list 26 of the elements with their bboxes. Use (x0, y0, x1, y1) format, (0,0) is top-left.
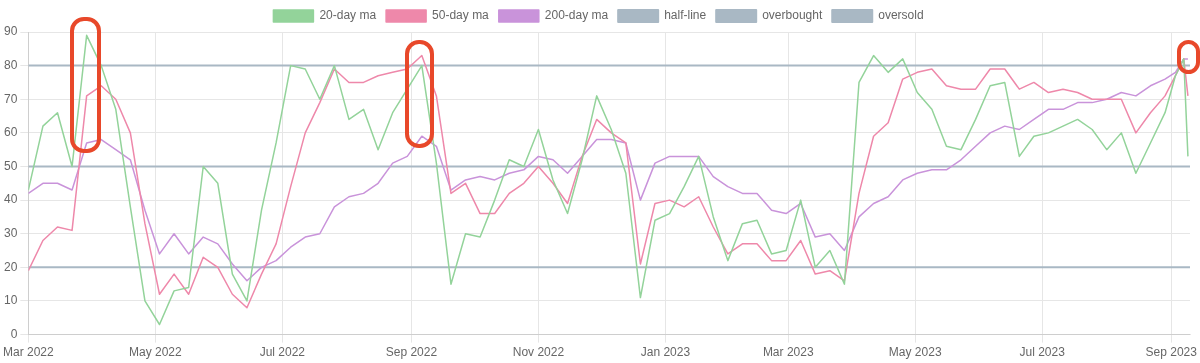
x-tick-label: Mar 2023 (762, 345, 814, 360)
y-tick-label: 20 (3, 259, 18, 274)
legend-label: 200-day ma (544, 8, 609, 23)
y-tick-label: 0 (10, 326, 18, 341)
x-tick-label: Jul 2023 (1019, 345, 1066, 360)
y-tick-label: 90 (3, 24, 18, 39)
legend-label: half-line (664, 8, 707, 23)
legend-label: oversold (878, 8, 924, 23)
x-tick-label: Mar 2022 (3, 345, 55, 360)
y-tick-label: 10 (3, 293, 18, 308)
y-tick-label: 50 (3, 158, 18, 173)
x-tick-label: Jul 2022 (259, 345, 306, 360)
x-tick-label: Sep 2023 (1145, 345, 1198, 360)
y-tick-label: 40 (3, 192, 18, 207)
x-tick-label: May 2023 (888, 345, 942, 360)
y-tick-label: 30 (3, 226, 18, 241)
legend-label: overbought (762, 8, 823, 23)
x-tick-label: Nov 2022 (512, 345, 565, 360)
y-tick-label: 60 (3, 125, 18, 140)
legend-label: 20-day ma (319, 8, 377, 23)
x-tick-label: Sep 2022 (385, 345, 438, 360)
y-tick-label: 80 (3, 57, 18, 72)
legend-label: 50-day ma (432, 8, 490, 23)
y-tick-label: 70 (3, 91, 18, 106)
x-tick-label: Jan 2023 (640, 345, 691, 360)
x-tick-label: May 2022 (128, 345, 183, 360)
